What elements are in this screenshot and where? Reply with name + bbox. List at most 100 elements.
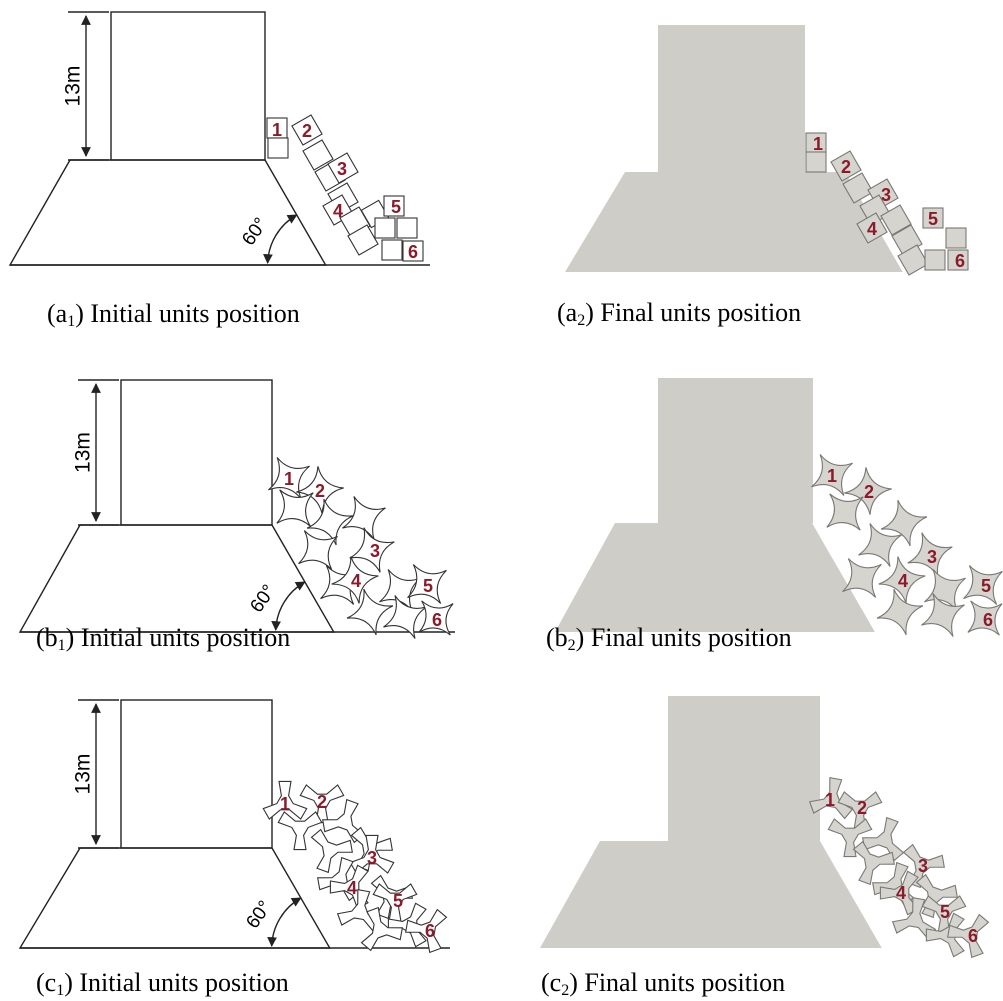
slope-angle-label: 60° [238, 214, 272, 250]
armor-unit [924, 569, 966, 611]
unit-number-label: 2 [315, 481, 325, 501]
unit-number-label: 2 [864, 482, 874, 502]
armor-unit [405, 908, 448, 954]
unit-number-label: 3 [927, 547, 937, 567]
rubble-mound-base [8, 159, 327, 266]
armor-unit [396, 217, 418, 239]
unit-number-label: 1 [813, 134, 823, 154]
armor-unit [418, 600, 454, 636]
unit-number-label: 6 [425, 921, 435, 941]
caisson-wall [120, 379, 273, 526]
slope-angle-arc [271, 581, 306, 631]
unit-number-label: 4 [333, 201, 343, 221]
armor-unit [880, 499, 928, 547]
unit-number-label: 5 [423, 576, 433, 596]
armor-unit [830, 150, 862, 182]
armor-unit [852, 840, 895, 886]
unit-number-label: 2 [857, 798, 867, 818]
armor-unit [945, 227, 967, 249]
slope-angle-label: 60° [246, 581, 280, 617]
armor-unit [879, 870, 919, 916]
armor-unit [907, 532, 953, 578]
caption-c1: (c1) Initial units position [36, 968, 289, 999]
armor-unit [298, 530, 338, 570]
slope-angle-label: 60° [242, 897, 276, 933]
dimension-label: 13m [72, 432, 95, 473]
armor-unit [310, 828, 353, 874]
unit-number-label: 1 [827, 466, 837, 486]
slope-angle-arc [267, 897, 302, 947]
armor-unit [862, 816, 905, 862]
unit-number-label: 1 [280, 794, 290, 814]
rubble-mound-base [18, 524, 335, 633]
armor-unit [407, 564, 447, 604]
unit-number-label: 5 [391, 197, 401, 217]
armor-unit [805, 151, 827, 173]
caisson-wall [110, 11, 266, 161]
unit-number-label: 3 [918, 856, 928, 876]
unit-number-label: 3 [370, 541, 380, 561]
armor-unit [383, 595, 427, 639]
armor-unit [381, 239, 403, 261]
unit-number-label: 5 [928, 209, 938, 229]
unit-number-label: 4 [351, 571, 361, 591]
armor-unit [322, 798, 365, 844]
unit-number-label: 6 [983, 610, 993, 630]
unit-number-label: 5 [393, 891, 403, 911]
armor-unit [878, 556, 926, 604]
armor-unit [383, 195, 405, 217]
panel-b1: 13m 60° 1 2 34 5 6 [18, 379, 455, 639]
caisson-wall [120, 699, 273, 849]
slope-angle-arc [263, 214, 298, 264]
armor-unit [947, 249, 969, 271]
unit-number-label: 4 [867, 219, 877, 239]
armor-unit [897, 244, 929, 276]
panel-b2: 1 2 34 5 6 [555, 378, 1003, 637]
armor-unit [347, 224, 379, 256]
armor-unit [963, 565, 1003, 605]
armor-unit [808, 777, 854, 820]
armor-unit [925, 912, 965, 958]
rubble-mound-base [555, 523, 875, 632]
panel-c1: 13m 60° 1 2 34 5 6 [18, 699, 450, 954]
caisson-wall [658, 378, 813, 523]
armor-unit [267, 137, 289, 159]
unit-number-label: 6 [432, 610, 442, 630]
unit-number-label: 4 [896, 883, 906, 903]
armor-unit [921, 593, 965, 637]
unit-number-label: 4 [898, 571, 908, 591]
armor-unit [276, 489, 314, 527]
caption-a1: (a1) Initial units position [47, 299, 300, 330]
unit-number-label: 3 [367, 848, 377, 868]
dimension-label: 13m [62, 66, 85, 107]
armor-unit [947, 913, 990, 959]
armor-unit [346, 588, 394, 636]
armor-unit [826, 493, 864, 531]
armor-unit [360, 906, 403, 952]
unit-number-label: 2 [317, 792, 327, 812]
rubble-mound-base [540, 841, 882, 948]
unit-number-label: 6 [408, 242, 418, 262]
armor-unit [302, 139, 334, 171]
unit-number-label: 3 [881, 185, 891, 205]
armor-unit [844, 467, 892, 515]
caption-a2: (a2) Final units position [557, 298, 801, 329]
armor-unit [349, 527, 395, 573]
armor-unit [922, 207, 944, 229]
armor-unit [842, 172, 874, 204]
unit-number-label: 2 [841, 157, 851, 177]
unit-number-label: 2 [302, 121, 312, 141]
armor-unit [331, 556, 379, 604]
unit-number-label: 5 [940, 902, 950, 922]
armor-unit [876, 588, 924, 636]
caisson-wall [658, 25, 805, 172]
rubble-mound-base [18, 847, 331, 949]
rubble-mound-base [565, 172, 903, 272]
armor-unit [858, 523, 902, 567]
armor-unit [374, 217, 396, 239]
caption-b1: (b1) Initial units position [36, 623, 290, 654]
dimension-label: 13m [72, 754, 95, 795]
